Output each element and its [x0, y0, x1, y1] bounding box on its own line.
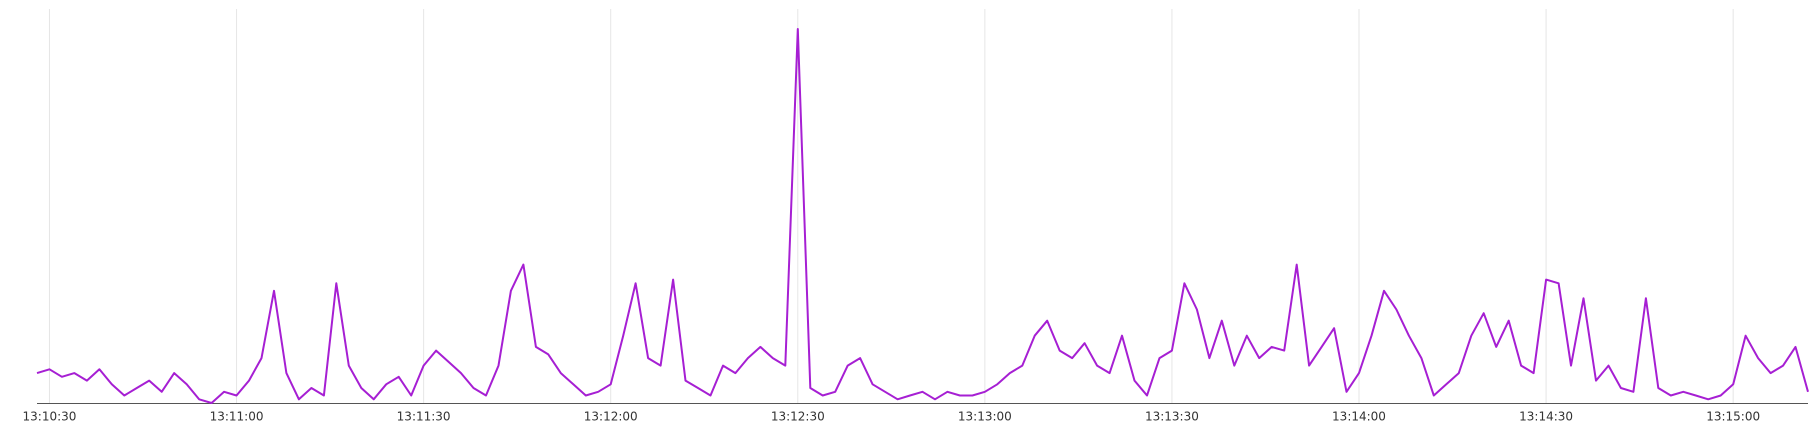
x-tick-label: 13:15:00	[1706, 410, 1760, 424]
x-tick-label: 13:13:30	[1145, 410, 1199, 424]
x-tick-label: 13:14:00	[1332, 410, 1386, 424]
x-tick-label: 13:11:30	[397, 410, 451, 424]
x-tick-label: 13:14:30	[1519, 410, 1573, 424]
data-line	[36, 28, 1809, 404]
x-tick-label: 13:11:00	[210, 410, 264, 424]
x-tick-label: 13:10:30	[23, 410, 77, 424]
x-tick-label: 13:13:00	[958, 410, 1012, 424]
x-tick-label: 13:12:30	[771, 410, 825, 424]
x-tick-label: 13:12:00	[584, 410, 638, 424]
